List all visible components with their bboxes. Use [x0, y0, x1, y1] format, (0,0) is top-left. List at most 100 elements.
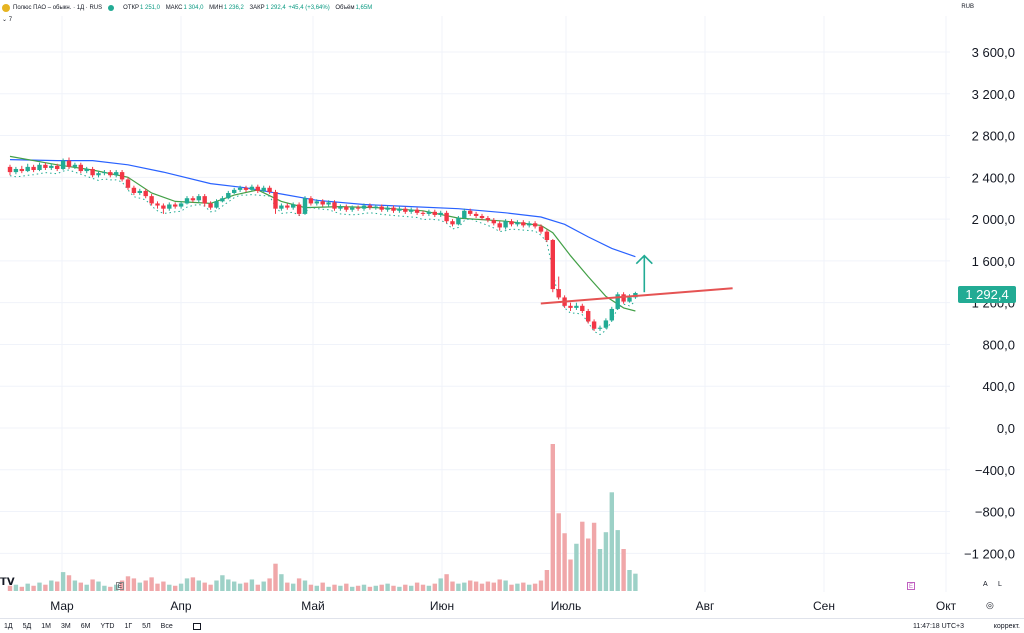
y-tick-label: 3 200,0: [972, 87, 1015, 102]
volume-bar: [414, 582, 420, 591]
log-scale-button[interactable]: L: [998, 581, 1002, 588]
volume-label: Объём: [335, 5, 355, 11]
candle-body: [450, 221, 455, 225]
candle-body: [385, 207, 390, 210]
candle-body: [338, 206, 343, 209]
range-1y[interactable]: 1Г: [124, 622, 133, 630]
volume-bar: [479, 583, 485, 591]
candle-body: [296, 204, 302, 214]
range-ytd[interactable]: YTD: [100, 622, 115, 630]
volume-bar: [580, 521, 585, 591]
calendar-icon[interactable]: [192, 622, 201, 630]
settings-gear-icon[interactable]: ◎: [986, 600, 994, 610]
volume-bar: [633, 573, 638, 591]
y-tick-label: −1 200,0: [964, 546, 1015, 561]
candle-body: [627, 297, 632, 302]
event-icon[interactable]: E: [116, 582, 124, 590]
symbol-title[interactable]: Полюс ПАО – обыкн. · 1Д · RUS: [13, 5, 103, 11]
volume-bar: [314, 585, 319, 591]
auto-scale-button[interactable]: A: [983, 581, 988, 588]
tradingview-logo[interactable]: 𝗧𝗩: [0, 577, 15, 588]
candle-body: [586, 311, 591, 322]
range-6m[interactable]: 6М: [80, 622, 91, 630]
candle-body: [350, 207, 355, 210]
x-tick-label: Апр: [170, 599, 192, 613]
volume-bars: [7, 444, 638, 591]
adjust-toggle[interactable]: коррект.: [993, 622, 1020, 630]
volume-bar: [249, 579, 255, 591]
currency-label[interactable]: RUB: [961, 4, 974, 10]
volume-bar: [403, 584, 408, 591]
candle-body: [479, 215, 485, 219]
candle-body: [31, 166, 36, 171]
candle-body: [332, 202, 337, 209]
range-5d[interactable]: 5Д: [22, 622, 32, 630]
volume-bar: [515, 583, 520, 591]
candle-body: [72, 164, 78, 167]
trend-line: [540, 287, 733, 305]
candle-body: [515, 222, 520, 225]
volume-bar: [149, 577, 154, 591]
volume-bar: [308, 584, 314, 591]
candle-body: [391, 207, 396, 211]
volume-bar: [261, 581, 266, 591]
volume-bar: [361, 584, 367, 591]
volume-bar: [420, 584, 426, 591]
price-axis[interactable]: 3 600,0 3 200,0 2 800,0 2 400,0 2 000,0 1 600…: [964, 45, 1015, 561]
candle-body: [285, 205, 290, 208]
range-1d[interactable]: 1Д: [4, 622, 13, 630]
volume-bar: [66, 575, 72, 591]
volume-bar: [450, 581, 455, 591]
candle-body: [462, 210, 467, 219]
candle-body: [367, 205, 373, 208]
candle-body: [84, 168, 89, 172]
time-axis[interactable]: Мар Апр Май Июн Июль Авг Сен Окт: [50, 599, 956, 613]
volume-bar: [161, 581, 166, 591]
candle-body: [544, 231, 550, 240]
candle-body: [220, 198, 225, 202]
volume-bar: [196, 580, 201, 591]
volume-bar: [432, 583, 437, 591]
range-5y[interactable]: 5Л: [142, 622, 151, 630]
candle-body: [196, 196, 201, 201]
clock-readout[interactable]: 11:47:18 UTC+3: [912, 622, 964, 630]
volume-bar: [603, 532, 609, 591]
volume-bar: [279, 574, 284, 591]
low-label: МИН: [209, 5, 223, 11]
range-all[interactable]: Все: [160, 622, 173, 630]
candle-body: [102, 172, 107, 174]
range-3m[interactable]: 3М: [61, 622, 71, 630]
volume-bar: [355, 585, 361, 591]
close-value: 1 292,4: [265, 5, 286, 11]
range-1m[interactable]: 1М: [41, 622, 52, 630]
candle-body: [580, 305, 585, 312]
candle-body: [37, 164, 42, 171]
candle-body: [173, 204, 178, 207]
y-tick-label: −400,0: [975, 463, 1015, 478]
indicator-toggle[interactable]: ⌄ 7: [2, 17, 13, 23]
last-price-badge: 1 292,4: [958, 286, 1016, 303]
volume-bar: [350, 586, 355, 591]
candle-body: [273, 191, 278, 209]
volume-bar: [173, 585, 178, 591]
candle-body: [456, 218, 461, 225]
volume-bar: [226, 579, 231, 591]
volume-bar: [527, 584, 532, 591]
candle-body: [397, 208, 402, 211]
candle-body: [597, 327, 603, 329]
candle-body: [432, 211, 437, 215]
arrow-head: [635, 254, 653, 265]
y-tick-label: 1 600,0: [972, 254, 1015, 269]
x-tick-label: Май: [301, 599, 325, 613]
volume-bar: [178, 583, 184, 591]
event-icon-future[interactable]: E: [907, 582, 915, 590]
volume-bar: [49, 580, 54, 591]
volume-bar: [7, 585, 13, 591]
volume-bar: [125, 576, 131, 591]
candle-body: [96, 173, 101, 176]
volume-bar: [385, 583, 390, 591]
y-tick-label: −800,0: [975, 505, 1015, 520]
candle-body: [444, 212, 449, 222]
candle-body: [361, 205, 367, 209]
